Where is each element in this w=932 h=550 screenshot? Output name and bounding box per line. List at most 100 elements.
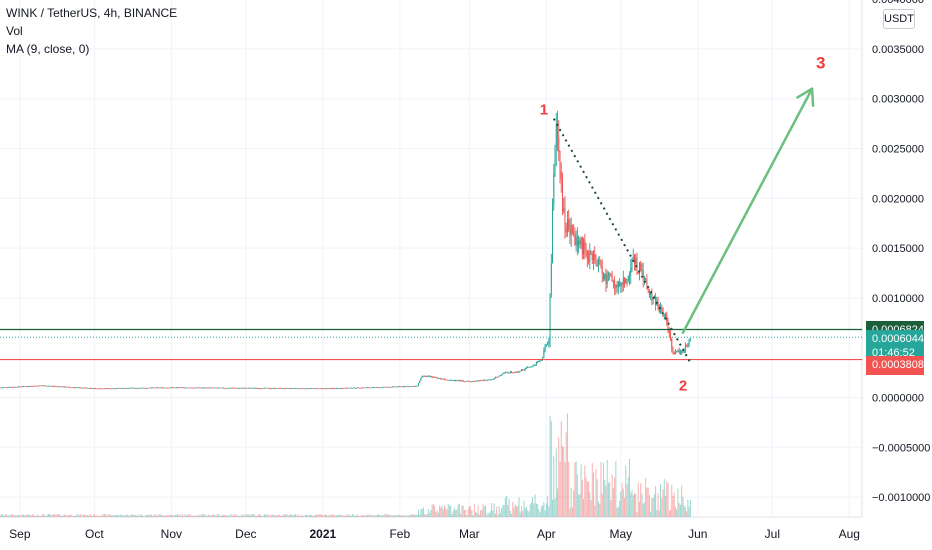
candle-body bbox=[489, 379, 491, 381]
volume-bar bbox=[660, 483, 662, 517]
candle-body bbox=[446, 379, 448, 381]
candle-body bbox=[301, 388, 303, 390]
volume-bar bbox=[357, 514, 359, 517]
candle-body bbox=[78, 387, 80, 389]
candle-body bbox=[307, 388, 309, 390]
volume-bar bbox=[641, 493, 643, 517]
volume-bar bbox=[250, 514, 252, 517]
time-tick-label: Aug bbox=[839, 527, 860, 541]
projection-arrow[interactable] bbox=[681, 87, 815, 335]
volume-bar bbox=[591, 463, 593, 517]
candle-body bbox=[270, 388, 272, 390]
volume-bar bbox=[435, 511, 437, 517]
candle-body bbox=[425, 376, 427, 378]
candle-body bbox=[535, 362, 537, 365]
candle-body bbox=[155, 387, 157, 389]
volume-indicator-label[interactable]: Vol bbox=[6, 24, 23, 38]
volume-bar bbox=[40, 515, 42, 517]
volume-bar bbox=[492, 510, 494, 517]
candle-body bbox=[560, 171, 562, 180]
volume-bar bbox=[251, 514, 253, 517]
candle-body bbox=[226, 388, 228, 389]
candle-body bbox=[40, 385, 42, 387]
volume-bar bbox=[131, 514, 133, 517]
volume-bar bbox=[416, 514, 418, 517]
volume-bar bbox=[533, 503, 535, 517]
trend-line[interactable] bbox=[552, 118, 692, 364]
volume-bar bbox=[545, 503, 547, 517]
volume-bar bbox=[117, 514, 119, 517]
candle-body bbox=[136, 388, 138, 389]
volume-bar bbox=[183, 515, 185, 517]
candle-body bbox=[616, 284, 618, 288]
candle-body bbox=[236, 387, 238, 389]
candle-body bbox=[165, 387, 167, 389]
price-candles bbox=[0, 110, 691, 390]
candle-body bbox=[347, 387, 349, 389]
volume-bar bbox=[189, 514, 191, 517]
volume-bar bbox=[190, 515, 192, 517]
candle-body bbox=[424, 376, 426, 377]
candle-body bbox=[376, 387, 378, 389]
volume-bar bbox=[558, 437, 560, 517]
candle-body bbox=[477, 380, 479, 382]
candle-body bbox=[162, 387, 164, 389]
candle-body bbox=[599, 260, 601, 262]
volume-bar bbox=[369, 515, 371, 517]
volume-bar bbox=[191, 515, 193, 517]
candle-body bbox=[471, 381, 473, 383]
candle-body bbox=[473, 381, 475, 382]
volume-bar bbox=[403, 514, 405, 517]
volume-bar bbox=[381, 515, 383, 517]
price-tick-label: −0.0005000 bbox=[872, 442, 930, 454]
volume-bar bbox=[265, 514, 267, 517]
candle-body bbox=[72, 387, 74, 389]
volume-bar bbox=[343, 515, 345, 517]
volume-bar bbox=[244, 515, 246, 517]
price-tick-label: 0.0035000 bbox=[872, 44, 924, 56]
volume-bar bbox=[11, 514, 13, 517]
candle-body bbox=[519, 370, 521, 372]
candle-body bbox=[137, 388, 139, 389]
candle-body bbox=[182, 387, 184, 389]
volume-bar bbox=[271, 515, 273, 517]
candle-body bbox=[498, 375, 500, 377]
candle-body bbox=[223, 387, 224, 389]
volume-bar bbox=[481, 509, 483, 517]
symbol-title[interactable]: WINK / TetherUS, 4h, BINANCE bbox=[6, 6, 178, 20]
candle-body bbox=[57, 386, 59, 388]
candle-body bbox=[444, 378, 446, 380]
volume-bar bbox=[56, 514, 58, 517]
volume-bar bbox=[437, 512, 439, 517]
volume-bar bbox=[688, 507, 690, 517]
candle-body bbox=[88, 387, 90, 389]
candle-body bbox=[138, 388, 140, 389]
volume-bar bbox=[306, 514, 308, 517]
volume-bar bbox=[235, 514, 237, 517]
time-tick-label: Jun bbox=[688, 527, 707, 541]
price-tick-label: 0.0000000 bbox=[872, 393, 924, 405]
volume-bar bbox=[218, 514, 220, 517]
volume-bar bbox=[396, 515, 398, 517]
volume-bar bbox=[291, 514, 293, 517]
volume-bar bbox=[404, 515, 406, 517]
volume-bar bbox=[337, 515, 339, 517]
candle-body bbox=[244, 387, 246, 389]
price-axis-labels: 0.0040000 0.0035000 0.0030000 0.0025000 0.00… bbox=[872, 0, 930, 504]
candle-body bbox=[271, 388, 273, 390]
volume-bar bbox=[42, 514, 44, 517]
volume-bar bbox=[522, 511, 524, 517]
volume-bar bbox=[599, 504, 601, 517]
candle-body bbox=[648, 290, 650, 295]
volume-bar bbox=[364, 514, 366, 517]
volume-bar bbox=[8, 515, 10, 517]
candle-body bbox=[439, 377, 441, 379]
ma-indicator-label[interactable]: MA (9, close, 0) bbox=[6, 42, 90, 56]
volume-bar bbox=[581, 479, 583, 517]
candle-body bbox=[129, 387, 131, 389]
volume-bar bbox=[362, 515, 364, 517]
volume-bar bbox=[317, 515, 319, 517]
currency-button[interactable]: USDT bbox=[883, 9, 915, 29]
candle-body bbox=[385, 386, 387, 388]
